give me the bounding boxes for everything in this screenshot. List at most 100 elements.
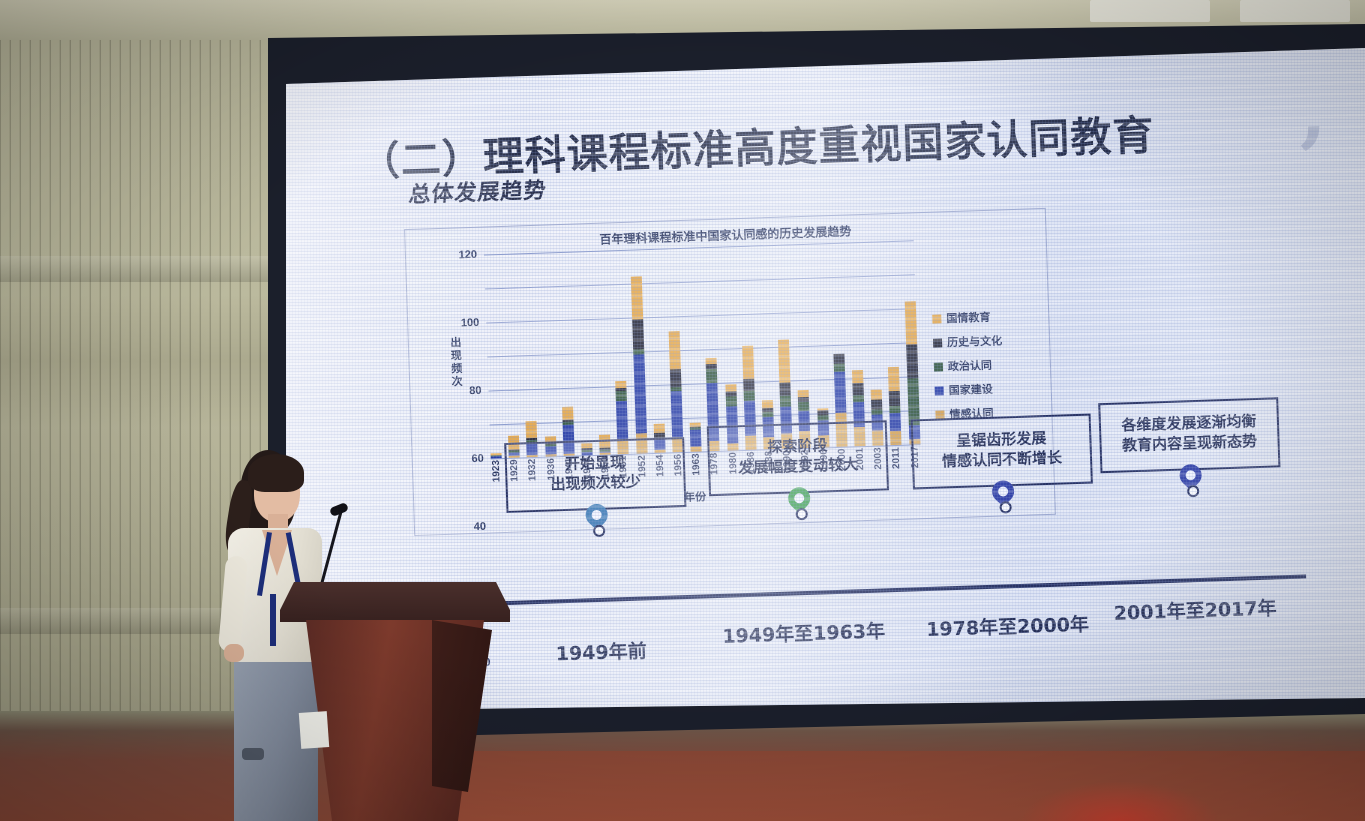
bar-segment-国情教育: [870, 389, 883, 400]
y-tick-40: 40: [473, 520, 487, 534]
legend-label: 历史与文化: [946, 334, 1003, 350]
bar-1963: [689, 422, 702, 452]
pin-dot: [794, 492, 805, 503]
legend-item-国情教育: 国情教育: [932, 308, 1001, 326]
timeline-date-label: 1949年至1963年: [722, 620, 886, 648]
map-pin-icon: [783, 482, 815, 520]
bar-segment-历史与文化: [889, 390, 901, 407]
bar-segment-国情教育: [668, 331, 681, 370]
podium-paper: [298, 711, 330, 749]
timeline-date-label: 2001年至2017年: [1113, 597, 1277, 625]
bar-segment-国情教育: [630, 276, 643, 320]
timeline-callout-box: 开始显现 出现频次较少: [504, 437, 687, 513]
quote-mark-icon: ’: [1295, 108, 1329, 211]
bar-segment-历史与文化: [669, 368, 682, 388]
map-pin-icon: [581, 498, 613, 537]
stage-carpet: [430, 751, 1365, 821]
timeline-text-line2: 发展幅度变动较大: [737, 455, 859, 478]
chart-legend: 国情教育 历史与文化 政治认同 国家建设 情感认同: [932, 308, 1005, 430]
bar-segment-国家建设: [670, 390, 684, 438]
legend-label: 国家建设: [948, 382, 993, 398]
presenter: [217, 448, 338, 821]
timeline-item-4[interactable]: 各维度发展逐渐均衡 教育内容呈现新态势: [1098, 397, 1281, 497]
timeline-date-label: 1949年前: [555, 640, 648, 666]
presenter-lanyard-center: [270, 594, 276, 646]
bar-segment-情感认同: [890, 431, 902, 446]
bar-1952: [630, 276, 648, 454]
pin-anchor: [999, 500, 1012, 514]
bar-segment-国情教育: [741, 346, 755, 379]
bar-segment-国家建设: [490, 456, 502, 459]
bar-segment-历史与文化: [852, 383, 864, 396]
bar-segment-历史与文化: [743, 378, 755, 391]
pin-anchor: [795, 507, 808, 520]
timeline-callout-box: 探索阶段 发展幅度变动较大: [706, 420, 889, 496]
bar-segment-历史与文化: [779, 382, 792, 397]
bar-1923: [490, 453, 502, 459]
bar-segment-政治认同: [743, 390, 755, 401]
timeline-item-2[interactable]: 探索阶段 发展幅度变动较大: [706, 420, 890, 520]
bar-segment-历史与文化: [631, 319, 644, 350]
bar-segment-国家建设: [833, 371, 847, 413]
y-tick-120: 120: [458, 248, 478, 262]
pin-dot: [591, 509, 602, 520]
pin-anchor: [1186, 484, 1200, 497]
presenter-hair-front: [248, 454, 304, 492]
bar-segment-国情教育: [888, 366, 901, 391]
legend-swatch-icon: [932, 313, 942, 324]
pin-dot: [997, 485, 1009, 497]
ceiling-light-right: [1240, 0, 1350, 22]
timeline-text-line2: 教育内容呈现新态势: [1121, 432, 1258, 455]
timeline-item-3[interactable]: 呈锯齿形发展 情感认同不断增长: [910, 413, 1094, 514]
presenter-jeans-rip: [242, 748, 264, 760]
bar-segment-国情教育: [852, 369, 864, 384]
title-text: 理科课程标准高度重视国家认同教育: [481, 111, 1156, 182]
timeline-text-line2: 情感认同不断增长: [941, 448, 1063, 471]
map-pin-icon: [1175, 459, 1207, 497]
legend-item-国家建设: 国家建设: [934, 380, 1003, 398]
bar-segment-国情教育: [525, 421, 538, 439]
bar-segment-国情教育: [904, 301, 917, 345]
x-tick-2011: 2011: [891, 446, 903, 469]
bar-segment-政治认同: [706, 369, 718, 384]
legend-item-政治认同: 政治认同: [933, 356, 1003, 374]
legend-label: 国情教育: [946, 310, 991, 326]
bar-segment-历史与文化: [871, 399, 883, 411]
bar-segment-政治认同: [725, 395, 737, 407]
bar-segment-历史与文化: [905, 343, 918, 379]
pin-dot: [1185, 469, 1196, 480]
bar-segment-国家建设: [889, 412, 902, 432]
bar-segment-历史与文化: [833, 353, 845, 364]
bar-segment-国情教育: [561, 406, 574, 421]
legend-label: 政治认同: [947, 358, 993, 374]
ceiling-light-left: [1090, 0, 1210, 22]
legend-swatch-icon: [932, 337, 943, 348]
podium: [280, 582, 510, 821]
bar-segment-国家建设: [632, 354, 647, 434]
pin-anchor: [592, 524, 606, 537]
y-tick-80: 80: [469, 384, 482, 398]
presenter-hand: [224, 644, 244, 662]
x-tick-1963: 1963: [690, 453, 703, 477]
slide-subtitle: 总体发展趋势: [407, 177, 548, 209]
x-tick-1923: 1923: [490, 460, 503, 483]
timeline-callout-box: 各维度发展逐渐均衡 教育内容呈现新态势: [1098, 397, 1281, 473]
bar-1956: [668, 331, 684, 453]
timeline-item-1[interactable]: 开始显现 出现频次较少: [504, 437, 687, 537]
bar-segment-政治认同: [780, 395, 792, 407]
podium-side: [432, 620, 492, 792]
map-pin-icon: [987, 475, 1019, 514]
legend-swatch-icon: [933, 361, 944, 372]
y-tick-60: 60: [471, 452, 484, 466]
floor-highlight: [1020, 781, 1220, 821]
bar-2011: [888, 366, 902, 446]
bar-segment-国家建设: [616, 401, 629, 439]
y-tick-100: 100: [460, 316, 480, 330]
chart-x-axis-label: 年份: [683, 491, 707, 505]
timeline-text-line2: 出现频次较少: [550, 472, 641, 494]
legend-item-历史与文化: 历史与文化: [932, 332, 1003, 350]
bar-segment-国家建设: [690, 429, 702, 447]
podium-top: [280, 582, 510, 622]
timeline-date-label: 1978年至2000年: [925, 613, 1090, 642]
